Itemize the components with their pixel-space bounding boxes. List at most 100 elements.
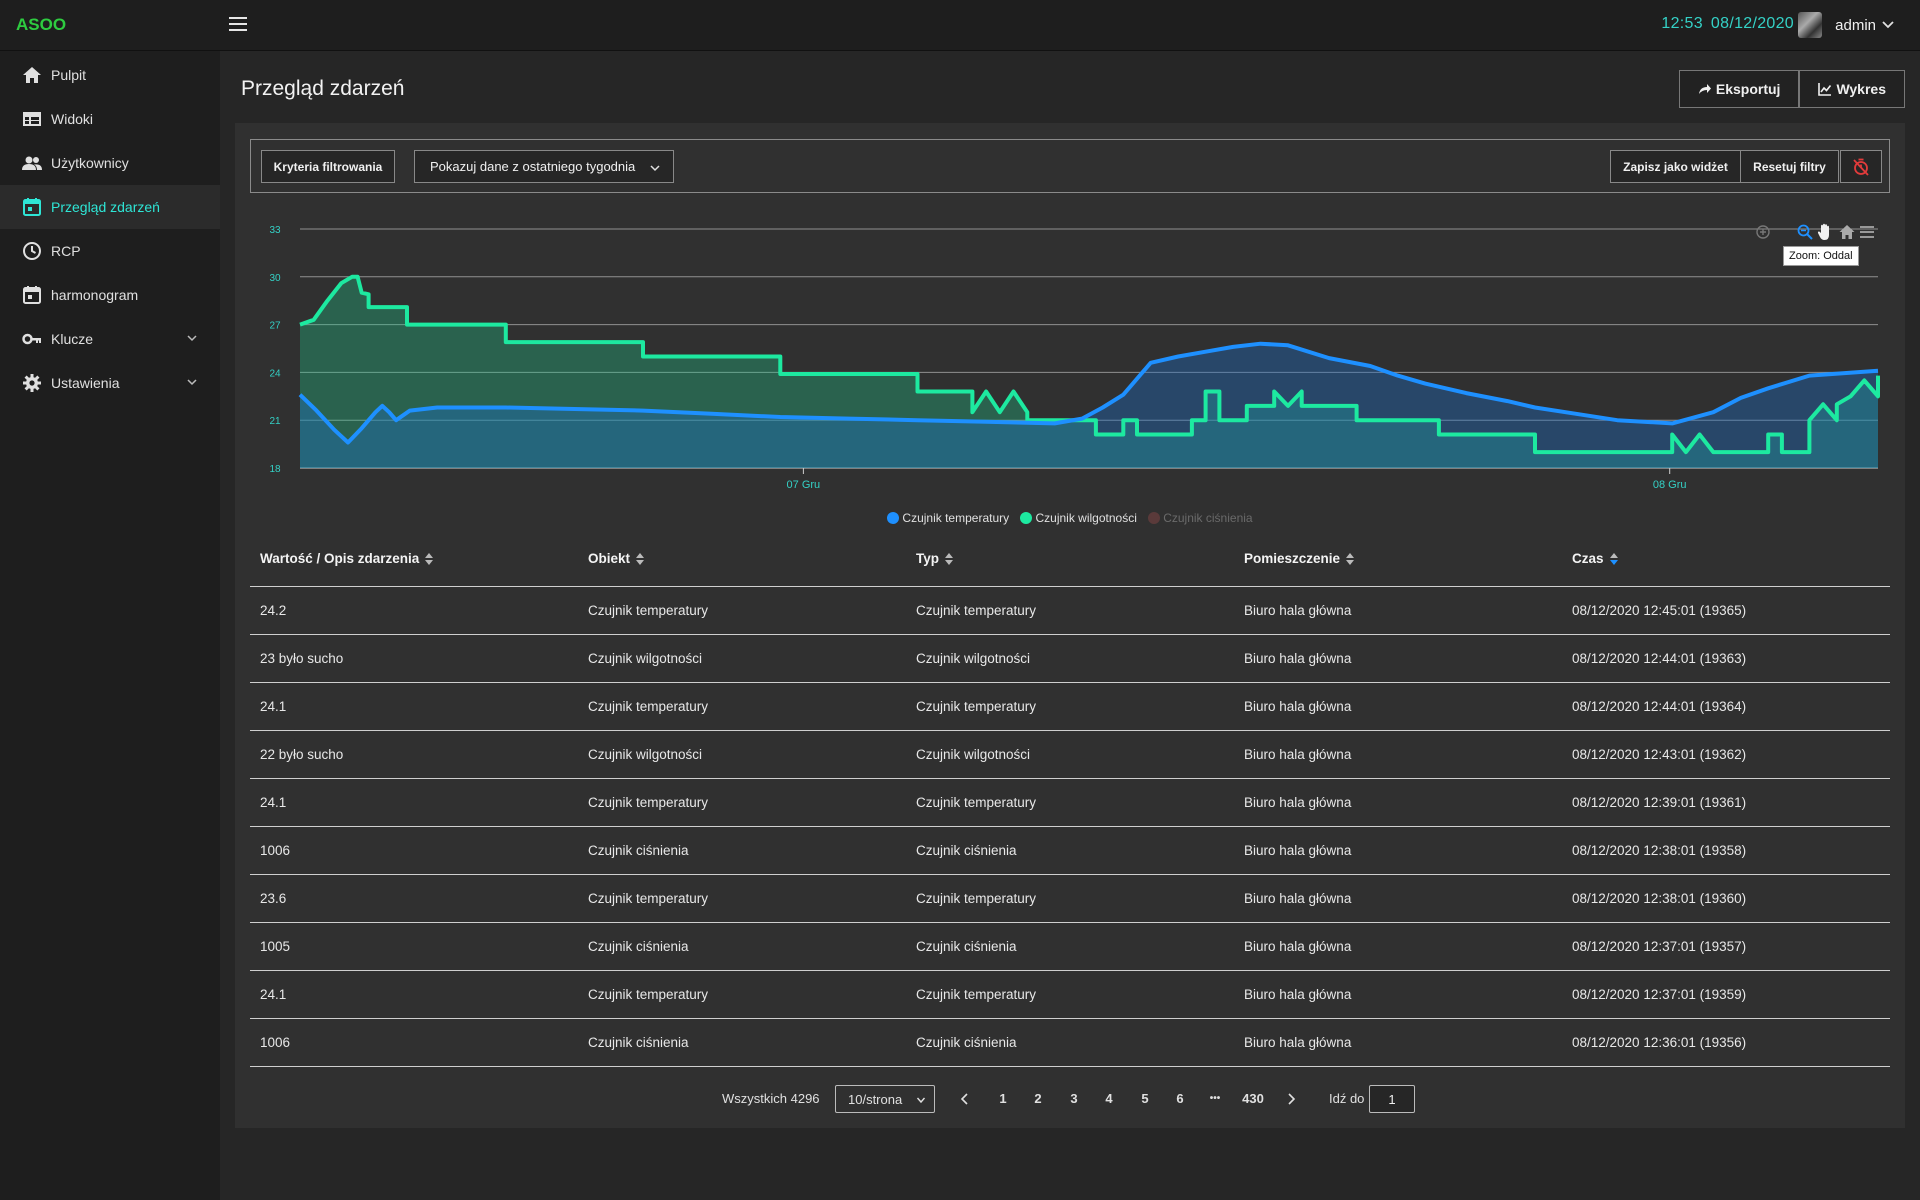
column-header-room[interactable]: Pomieszczenie (1234, 551, 1562, 566)
page-ellipsis[interactable]: ••• (1209, 1093, 1221, 1104)
table-row[interactable]: 1005 Czujnik ciśnienia Czujnik ciśnienia Bi… (250, 923, 1890, 971)
clock-date: 08/12/2020 (1710, 15, 1794, 32)
column-header-time[interactable]: Czas (1562, 551, 1890, 566)
disable-timer-button[interactable] (1840, 150, 1882, 183)
page-title: Przegląd zdarzeń (241, 77, 405, 100)
home-icon (23, 67, 41, 83)
user-menu[interactable]: admin (1835, 17, 1894, 34)
cell-value: 23 było sucho (260, 651, 344, 666)
y-tick-label: 21 (269, 416, 281, 427)
avatar[interactable] (1798, 12, 1822, 38)
cell-type: Czujnik ciśnienia (916, 843, 1017, 858)
y-tick-label: 27 (269, 321, 281, 332)
table-row[interactable]: 23.6 Czujnik temperatury Czujnik temperatu… (250, 875, 1890, 923)
cell-room: Biuro hala główna (1244, 747, 1352, 762)
page-2[interactable]: 2 (1034, 1091, 1042, 1106)
events-table: Wartość / Opis zdarzenia Obiekt Typ Pomi… (250, 531, 1890, 1067)
table-icon (23, 112, 41, 126)
table-row[interactable]: 22 było sucho Czujnik wilgotności Czujnik … (250, 731, 1890, 779)
sidebar-item-klucze[interactable]: Klucze (0, 317, 220, 361)
zoom-out-icon[interactable] (1797, 224, 1813, 240)
pan-hand-icon[interactable] (1817, 223, 1833, 241)
top-bar: ASOO 12:53 08/12/2020 admin (0, 0, 1920, 51)
sidebar-item-label: Widoki (51, 111, 94, 127)
legend-dot (887, 512, 900, 524)
time-range-select[interactable]: Pokazuj dane z ostatniego tygodnia (414, 150, 674, 183)
brand-logo[interactable]: ASOO (16, 15, 67, 34)
page-1[interactable]: 1 (999, 1091, 1007, 1106)
sidebar-item-uzytkownicy[interactable]: Użytkownicy (0, 141, 220, 185)
chart-canvas[interactable]: 18 21 24 27 30 33 07 Gru 08 Gru (235, 208, 1905, 528)
legend-item-temperature[interactable]: Czujnik temperatury (887, 511, 1009, 525)
line-chart-icon (1818, 83, 1832, 96)
sidebar-item-widoki[interactable]: Widoki (0, 97, 220, 141)
page-430[interactable]: 430 (1242, 1091, 1264, 1106)
sidebar-item-harmonogram[interactable]: harmonogram (0, 273, 220, 317)
table-row[interactable]: 24.2 Czujnik temperatury Czujnik temperatu… (250, 587, 1890, 635)
save-widget-button[interactable]: Zapisz jako widżet (1610, 150, 1741, 183)
cell-room: Biuro hala główna (1244, 795, 1352, 810)
cell-object: Czujnik temperatury (588, 603, 709, 618)
page-6[interactable]: 6 (1176, 1091, 1184, 1106)
sidebar-item-ustawienia[interactable]: Ustawienia (0, 361, 220, 405)
sort-icon (945, 552, 954, 566)
goto-page-input[interactable] (1369, 1085, 1415, 1113)
sidebar-item-przeglad-zdarzen[interactable]: Przegląd zdarzeń (0, 185, 220, 229)
filter-criteria-button[interactable]: Kryteria filtrowania (261, 150, 395, 183)
column-header-object[interactable]: Obiekt (578, 551, 906, 566)
table-row[interactable]: 24.1 Czujnik temperatury Czujnik temperatu… (250, 971, 1890, 1019)
reset-zoom-home-icon[interactable] (1839, 224, 1855, 240)
users-icon (22, 156, 42, 170)
legend-dot (1020, 512, 1033, 524)
cell-time: 08/12/2020 12:38:01 (19358) (1572, 843, 1747, 858)
page-size-select[interactable]: 10/strona (835, 1085, 935, 1113)
total-count: Wszystkich 4296 (722, 1091, 820, 1106)
menu-toggle-button[interactable] (226, 13, 250, 37)
clock: 12:53 08/12/2020 (1661, 15, 1794, 33)
chart-tooltip: Zoom: Oddal (1783, 246, 1859, 266)
table-row[interactable]: 23 było sucho Czujnik wilgotności Czujnik … (250, 635, 1890, 683)
page-5[interactable]: 5 (1141, 1091, 1149, 1106)
table-row[interactable]: 1006 Czujnik ciśnienia Czujnik ciśnienia Bi… (250, 827, 1890, 875)
table-row[interactable]: 1006 Czujnik ciśnienia Czujnik ciśnienia Bi… (250, 1019, 1890, 1067)
sidebar-item-label: harmonogram (51, 287, 139, 303)
cell-object: Czujnik ciśnienia (588, 843, 689, 858)
table-row[interactable]: 24.1 Czujnik temperatury Czujnik temperatu… (250, 683, 1890, 731)
cell-time: 08/12/2020 12:36:01 (19356) (1572, 1035, 1747, 1050)
cell-time: 08/12/2020 12:38:01 (19360) (1572, 891, 1747, 906)
page-3[interactable]: 3 (1070, 1091, 1078, 1106)
cell-time: 08/12/2020 12:44:01 (19364) (1572, 699, 1747, 714)
chart-menu-icon[interactable] (1859, 225, 1875, 239)
sidebar-item-label: Pulpit (51, 67, 87, 83)
sidebar-item-rcp[interactable]: RCP (0, 229, 220, 273)
events-panel: Kryteria filtrowania Pokazuj dane z osta… (235, 123, 1905, 1128)
cell-value: 24.2 (260, 603, 287, 618)
x-tick-label: 07 Gru (787, 479, 821, 491)
export-button[interactable]: Eksportuj (1678, 70, 1800, 108)
cell-room: Biuro hala główna (1244, 1035, 1352, 1050)
page-4[interactable]: 4 (1105, 1091, 1113, 1106)
prev-page-icon[interactable] (959, 1092, 971, 1106)
cell-type: Czujnik temperatury (916, 987, 1037, 1002)
legend-item-pressure[interactable]: Czujnik ciśnienia (1148, 511, 1253, 525)
chevron-down-icon (187, 379, 197, 386)
next-page-icon[interactable] (1285, 1092, 1297, 1106)
cell-object: Czujnik temperatury (588, 891, 709, 906)
x-tick-label: 08 Gru (1653, 479, 1687, 491)
zoom-in-icon[interactable] (1755, 224, 1771, 240)
column-header-value[interactable]: Wartość / Opis zdarzenia (250, 551, 578, 566)
cell-object: Czujnik ciśnienia (588, 1035, 689, 1050)
series-temperature-area (300, 343, 1878, 468)
cell-object: Czujnik wilgotności (588, 651, 703, 666)
column-header-type[interactable]: Typ (906, 551, 1234, 566)
chart-button[interactable]: Wykres (1799, 70, 1905, 108)
legend-item-humidity[interactable]: Czujnik wilgotności (1020, 511, 1137, 525)
table-body: 24.2 Czujnik temperatury Czujnik temperatu… (250, 587, 1890, 1067)
sidebar-item-pulpit[interactable]: Pulpit (0, 53, 220, 97)
clock-icon (23, 242, 41, 260)
page-actions: Eksportuj Wykres (1678, 70, 1905, 108)
table-row[interactable]: 24.1 Czujnik temperatury Czujnik temperatu… (250, 779, 1890, 827)
cell-room: Biuro hala główna (1244, 651, 1352, 666)
reset-filters-button[interactable]: Resetuj filtry (1741, 150, 1839, 183)
series-temperature-line (298, 341, 1879, 445)
